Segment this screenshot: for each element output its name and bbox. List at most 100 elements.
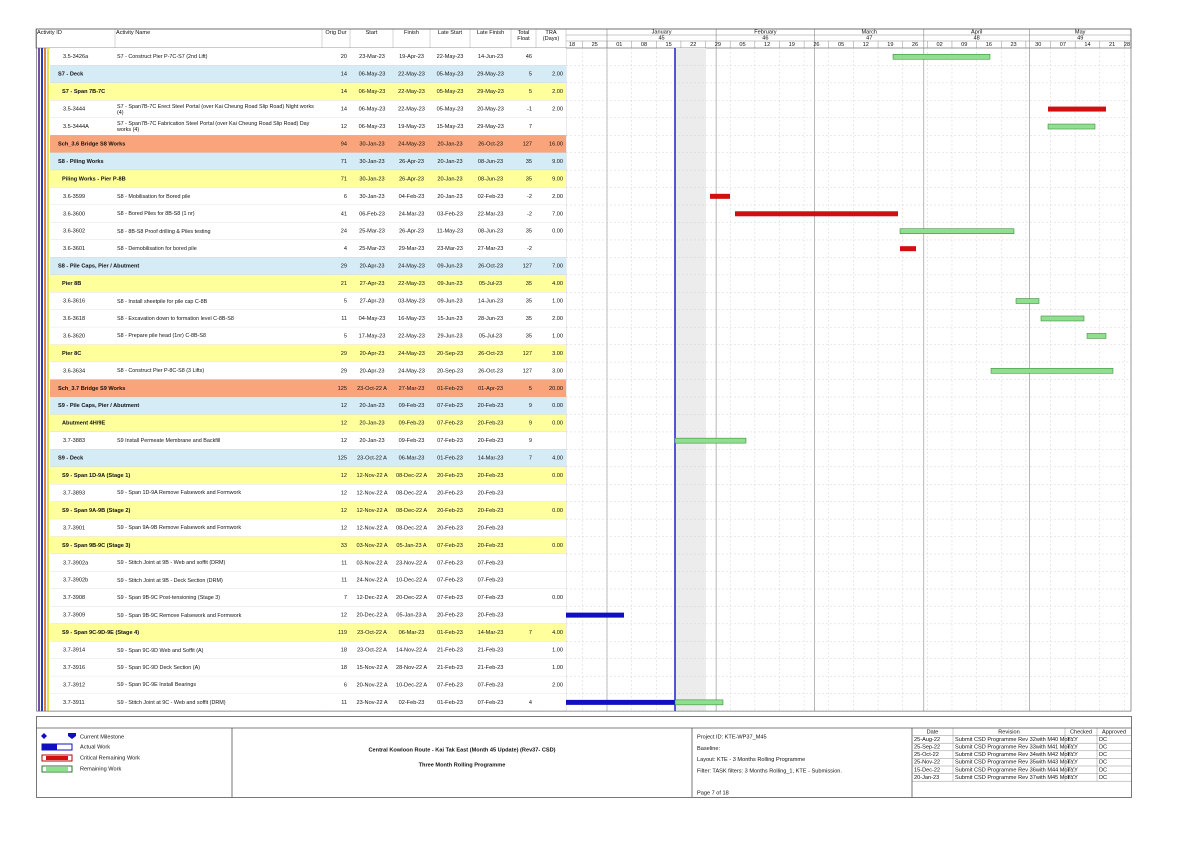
revision-header: Date bbox=[927, 729, 939, 735]
cell-late-start: 20-Feb-23 bbox=[437, 490, 463, 496]
cell-float: 5 bbox=[529, 89, 532, 95]
cell-finish: 09-Feb-23 bbox=[399, 438, 425, 444]
revision-cell: Submit CSD Programme Rev 37with M45 Mon.… bbox=[955, 775, 1076, 781]
group-row bbox=[50, 536, 566, 555]
cell-dur: 71 bbox=[341, 176, 347, 182]
activity-id: 3.6-3618 bbox=[63, 316, 85, 322]
day-label: 09 bbox=[961, 42, 967, 48]
cell-late-finish: 26-Oct-23 bbox=[478, 368, 503, 374]
revision-cell: TYY bbox=[1067, 775, 1078, 781]
day-label: 16 bbox=[986, 42, 992, 48]
group-name: S8 - Piling Works bbox=[58, 159, 104, 165]
cell-late-finish: 26-Oct-23 bbox=[478, 141, 503, 147]
column-header: Activity ID bbox=[37, 30, 62, 36]
group-name: S9 - Span 9B-9C (Stage 3) bbox=[62, 543, 131, 549]
day-label: 19 bbox=[789, 42, 795, 48]
cell-tra: 2.00 bbox=[552, 107, 563, 113]
cell-dur: 29 bbox=[341, 368, 347, 374]
cell-dur: 7 bbox=[344, 595, 347, 601]
cell-start: 15-Nov-22 A bbox=[356, 665, 387, 671]
cell-late-finish: 28-Jun-23 bbox=[478, 316, 503, 322]
cell-late-start: 05-May-23 bbox=[437, 89, 464, 95]
revision-cell: TYY bbox=[1067, 760, 1078, 766]
activity-name-box: S9 - Span 9C-9E Install Bearings bbox=[117, 682, 196, 688]
cell-late-finish: 07-Feb-23 bbox=[478, 682, 504, 688]
gantt-bar bbox=[1015, 298, 1040, 304]
cell-tra: 0.00 bbox=[552, 543, 563, 549]
group-row bbox=[50, 449, 566, 467]
page-number: Page 7 of 18 bbox=[697, 790, 729, 796]
gantt-bar bbox=[735, 211, 898, 217]
cell-dur: 14 bbox=[341, 107, 347, 113]
cell-finish: 29-Mar-23 bbox=[399, 246, 425, 252]
cell-dur: 12 bbox=[341, 124, 347, 130]
wbs-stripe bbox=[44, 48, 46, 712]
activity-id: 3.5-3426a bbox=[63, 54, 89, 60]
cell-dur: 11 bbox=[341, 700, 347, 706]
revision-header: Checked bbox=[1070, 729, 1092, 735]
day-label: 05 bbox=[838, 42, 844, 48]
cell-dur: 12 bbox=[341, 508, 347, 514]
cell-float: 127 bbox=[523, 264, 532, 270]
day-label: 12 bbox=[764, 42, 770, 48]
cell-float: 35 bbox=[526, 316, 532, 322]
revision-cell: Submit CSD Programme Rev 35with M43 Mon.… bbox=[955, 760, 1076, 766]
cell-finish: 20-Dec-22 A bbox=[396, 595, 427, 601]
revision-cell: Submit CSD Programme Rev 34with M42 Mon.… bbox=[955, 752, 1076, 758]
legend-actual-symbol bbox=[42, 744, 57, 750]
cell-tra: 20.00 bbox=[549, 386, 563, 392]
footer-title: Central Kowloon Route - Kai Tak East (Mo… bbox=[369, 747, 556, 753]
cell-float: 7 bbox=[529, 456, 532, 462]
group-row bbox=[50, 344, 566, 363]
cell-float: -2 bbox=[527, 194, 532, 200]
cell-tra: 3.00 bbox=[552, 368, 563, 374]
cell-tra: 2.00 bbox=[552, 72, 563, 78]
cell-float: 35 bbox=[526, 229, 532, 235]
cell-late-finish: 20-Feb-23 bbox=[478, 525, 504, 531]
cell-late-finish: 01-Apr-23 bbox=[478, 386, 503, 392]
activity-row bbox=[50, 239, 566, 258]
activity-name: S8 - Install sheetpile for pile cap C-8B bbox=[117, 298, 208, 305]
cell-start: 03-Nov-22 A bbox=[356, 560, 387, 566]
revision-cell: 25-Aug-22 bbox=[914, 737, 940, 743]
activity-name: S9 - Span 9B-9C Post-tensioning (Stage 3… bbox=[117, 595, 221, 602]
activity-id: 3.6-3599 bbox=[63, 194, 85, 200]
group-name: Piling Works - Pier P-8B bbox=[62, 176, 126, 182]
day-label: 19 bbox=[887, 42, 893, 48]
cell-tra: 2.00 bbox=[552, 316, 563, 322]
cell-start: 12-Nov-22 A bbox=[356, 525, 387, 531]
week-number: 47 bbox=[866, 35, 872, 41]
wbs-stripe bbox=[41, 48, 43, 712]
cell-finish: 06-Mar-23 bbox=[399, 456, 425, 462]
cell-late-start: 15-Jun-23 bbox=[437, 316, 462, 322]
activity-row bbox=[50, 606, 566, 624]
cell-finish: 24-May-23 bbox=[398, 141, 425, 147]
activity-name: S8 - Bored Piles for 8B-S8 (1 nr) bbox=[117, 211, 195, 218]
column-header-box: Late Start bbox=[438, 30, 462, 36]
column-header-box: Activity Name bbox=[116, 30, 150, 36]
cell-start: 23-Oct-22 A bbox=[357, 648, 387, 654]
cell-late-start: 07-Feb-23 bbox=[437, 421, 463, 427]
group-row bbox=[50, 170, 566, 188]
day-label: 26 bbox=[813, 42, 819, 48]
revision-cell: Submit CSD Programme Rev 32with M40 Mon.… bbox=[955, 737, 1076, 743]
gantt-bar bbox=[674, 437, 747, 444]
activity-name: S9 - Span 9B-9C Remove Falsework and For… bbox=[117, 612, 242, 619]
cell-late-finish: 08-Jun-23 bbox=[478, 229, 503, 235]
week-number: 48 bbox=[973, 35, 979, 41]
cell-tra: 9.00 bbox=[552, 176, 563, 182]
activity-id: 3.7-3911 bbox=[63, 700, 85, 706]
column-header: Total Float bbox=[517, 30, 530, 42]
day-label: 18 bbox=[569, 42, 575, 48]
cell-start: 27-Apr-23 bbox=[360, 299, 385, 305]
cell-late-finish: 20-Feb-23 bbox=[478, 421, 504, 427]
cell-float: 35 bbox=[526, 281, 532, 287]
cell-tra: 7.00 bbox=[552, 211, 563, 217]
cell-late-finish: 29-May-23 bbox=[477, 89, 504, 95]
activity-name: S9 - Span 9A-9B Remove Falsework and For… bbox=[117, 525, 242, 532]
cell-dur: 12 bbox=[341, 490, 347, 496]
column-header: Orig Dur bbox=[325, 30, 347, 36]
cell-late-start: 20-Sep-23 bbox=[437, 351, 463, 357]
activity-id: 3.7-3912 bbox=[63, 682, 85, 688]
